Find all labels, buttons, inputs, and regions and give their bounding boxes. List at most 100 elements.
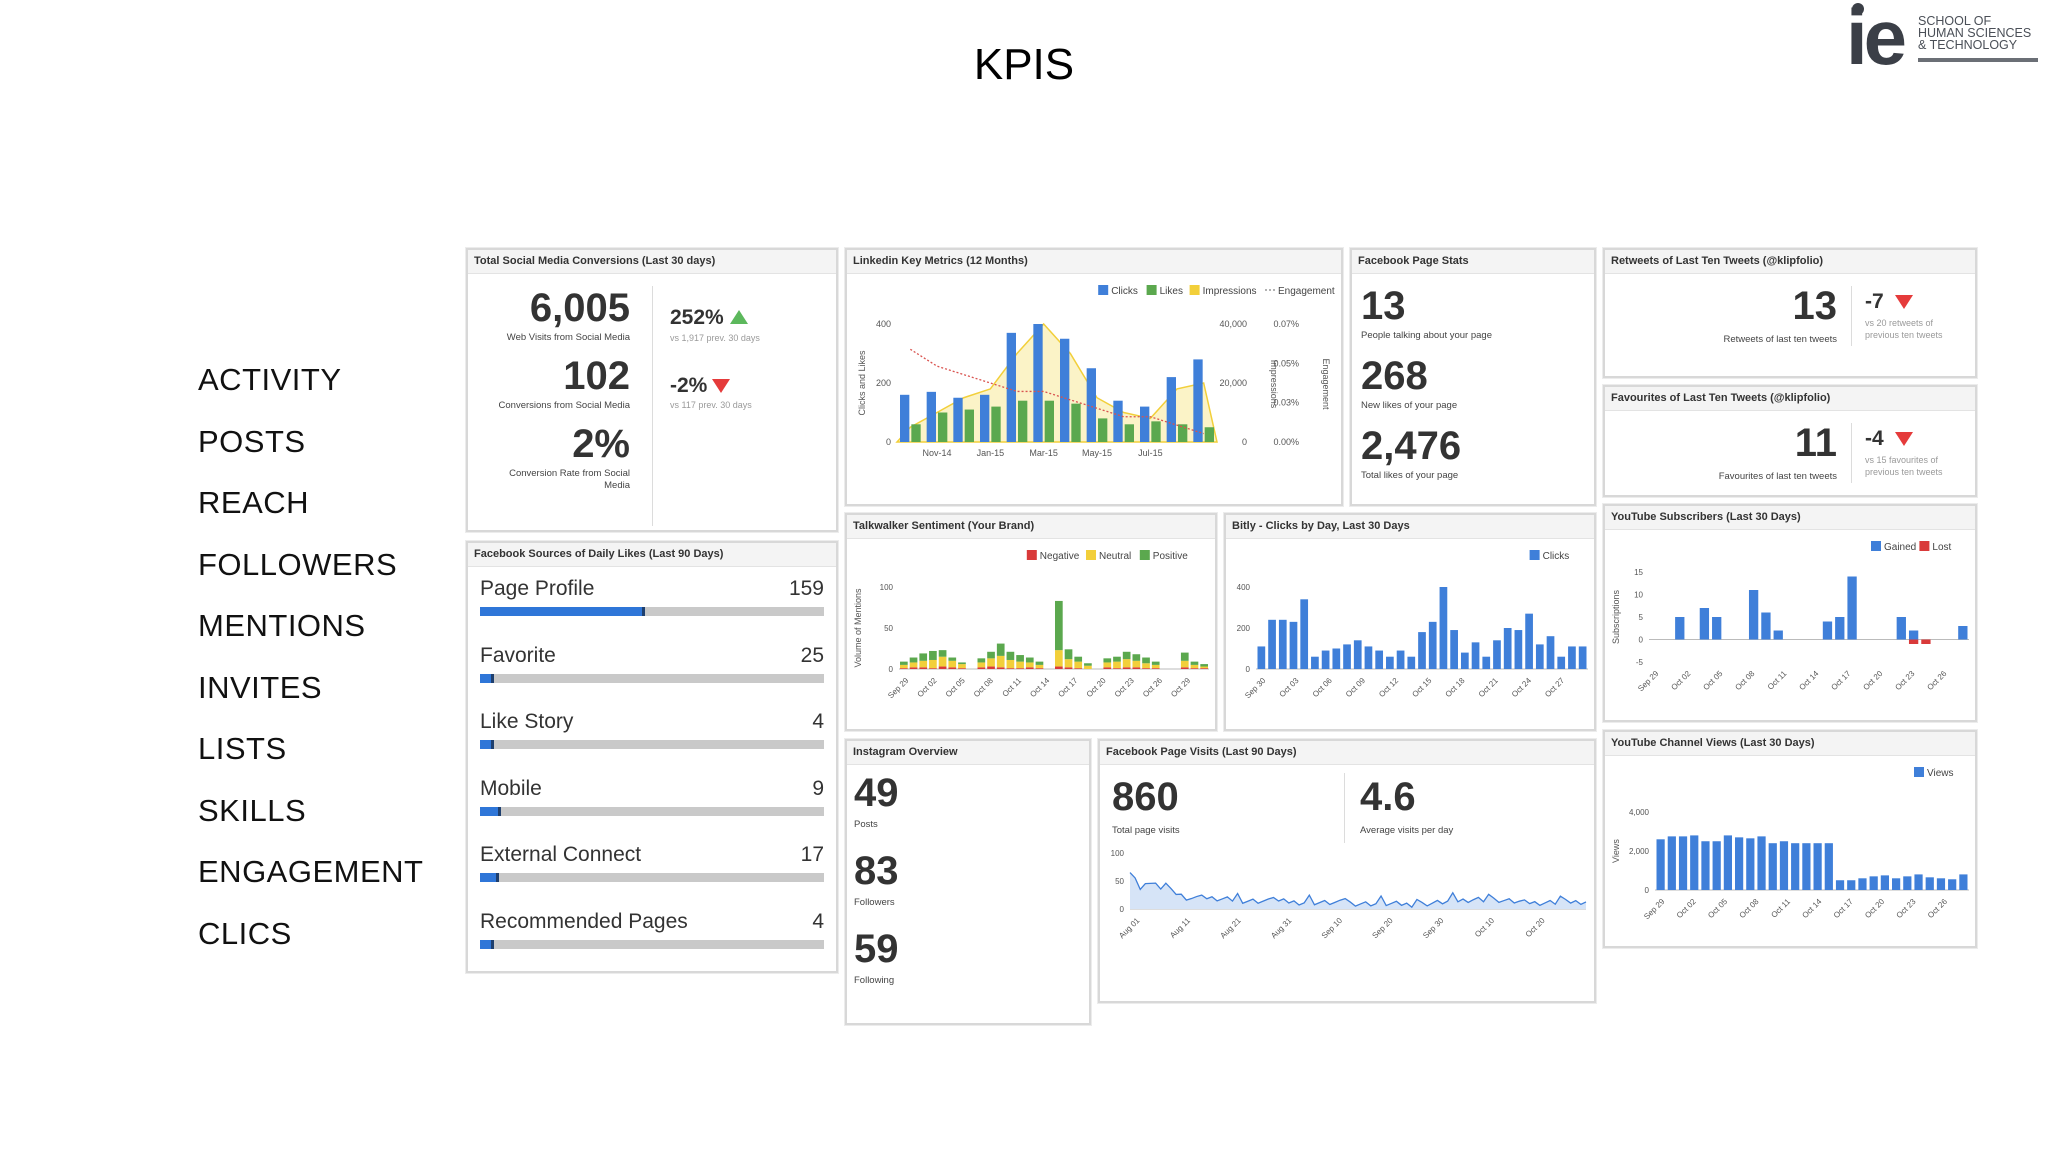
- negative-bar: [1103, 667, 1112, 669]
- legend-label: Negative: [1040, 551, 1080, 562]
- legend-label: Lost: [1932, 542, 1951, 553]
- y-axis-label: Clicks and Likes: [857, 350, 867, 416]
- y-axis-label: Subscriptions: [1611, 589, 1621, 644]
- source-row: Like Story 4: [468, 710, 836, 770]
- views-bar: [1723, 835, 1732, 890]
- negative-bar: [1055, 666, 1063, 669]
- y-tick-label: 15: [1634, 568, 1643, 577]
- menu-item-engagement[interactable]: ENGAGEMENT: [198, 854, 424, 889]
- positive-bar: [900, 661, 908, 665]
- visits-line: [1129, 872, 1587, 909]
- clicks-bar: [1407, 656, 1416, 669]
- likes-bar: [1178, 424, 1188, 442]
- x-tick-label: Jan-15: [977, 448, 1005, 458]
- clicks-bar: [980, 394, 990, 442]
- neutral-bar: [929, 659, 937, 669]
- negative-bar: [1006, 668, 1015, 669]
- linkedin-chart: Engagement Impressions Likes Clicks 400 200 0 C…: [857, 285, 1335, 458]
- gained-bar: [1712, 617, 1722, 640]
- x-tick-label: Sep 29: [886, 676, 911, 701]
- likes-bar: [1018, 400, 1028, 442]
- positive-bar: [1103, 658, 1112, 663]
- logo-dot: [1852, 3, 1864, 15]
- menu-item-invites[interactable]: INVITES: [198, 669, 323, 705]
- menu-item-reach[interactable]: REACH: [198, 485, 310, 520]
- clicks-bar: [1568, 646, 1576, 669]
- x-tick-label: Oct 02: [1675, 897, 1698, 920]
- x-tick-label: Oct 05: [1706, 897, 1729, 920]
- menu-item-posts[interactable]: POSTS: [198, 423, 306, 459]
- negative-bar: [987, 666, 995, 669]
- likes-bar: [1098, 418, 1108, 442]
- x-tick-label: Sep 20: [1370, 916, 1395, 941]
- views-bar: [1791, 843, 1800, 890]
- x-tick-label: Oct 11: [1769, 897, 1792, 920]
- clicks-bar: [1268, 619, 1276, 669]
- source-bar-fill: [480, 806, 501, 816]
- menu-item-skills[interactable]: SKILLS: [198, 792, 307, 828]
- clicks-bar: [1289, 621, 1298, 669]
- engagement-line: [909, 348, 1204, 435]
- views-bar: [1914, 874, 1923, 890]
- positive-bar: [1142, 657, 1150, 664]
- kpi-menu: ACTIVITY POSTS REACH FOLLOWERS MENTIONS …: [198, 360, 423, 975]
- clicks-bar: [1321, 650, 1330, 669]
- menu-item-mentions[interactable]: MENTIONS: [198, 608, 366, 643]
- negative-bar: [1035, 668, 1044, 669]
- source-bar-fill: [480, 740, 494, 749]
- y2-axis-label: Impressions: [1269, 360, 1279, 409]
- x-tick-label: Oct 14: [1800, 897, 1823, 920]
- source-row: Favorite 25: [468, 644, 836, 704]
- legend-label: Neutral: [1099, 551, 1131, 562]
- source-bar-fill: [480, 873, 499, 882]
- x-tick-label: Oct 21: [1477, 676, 1500, 699]
- menu-item-followers[interactable]: FOLLOWERS: [198, 546, 398, 582]
- negative-bar: [1025, 667, 1034, 669]
- views-bar: [1959, 874, 1968, 890]
- favourites-prev: vs 15 favourites of previous ten tweets: [1865, 455, 1943, 477]
- y3-tick-label: 0.03%: [1273, 398, 1299, 408]
- neutral-bar: [1180, 660, 1189, 668]
- x-tick-label: Oct 17: [1829, 669, 1852, 692]
- likes-bar: [1071, 403, 1081, 442]
- favourites-change: -4: [1865, 427, 1884, 450]
- positive-bar: [1200, 664, 1208, 667]
- positive-bar: [996, 643, 1005, 656]
- panel-title: Instagram Overview: [847, 741, 1089, 765]
- negative-bar: [1180, 667, 1189, 669]
- instagram-panel: Instagram Overview 49 Posts 83 Followers…: [845, 739, 1091, 1025]
- source-value: 25: [800, 643, 824, 667]
- x-tick-label: Oct 11: [1001, 676, 1024, 699]
- negative-bar: [1113, 668, 1121, 669]
- neutral-bar: [1151, 664, 1160, 669]
- menu-item-lists[interactable]: LISTS: [198, 731, 287, 766]
- x-tick-label: Oct 23: [1895, 897, 1918, 920]
- source-label: Like Story: [480, 710, 574, 733]
- negative-bar: [996, 667, 1005, 669]
- x-tick-label: Oct 20: [1863, 897, 1886, 920]
- total-visits-value: 860: [1112, 775, 1179, 819]
- source-row: Recommended Pages 4: [468, 910, 836, 970]
- visits-area: [1130, 872, 1586, 909]
- gained-bar: [1908, 630, 1919, 640]
- x-tick-label: Oct 20: [1085, 676, 1108, 699]
- y-tick-label: 0: [886, 437, 891, 447]
- views-bar: [1667, 836, 1676, 890]
- legend-swatch: [1919, 541, 1930, 551]
- x-tick-label: Oct 24: [1510, 676, 1533, 699]
- x-tick-label: Oct 14: [1797, 669, 1820, 692]
- source-value: 17: [800, 843, 824, 866]
- source-bar-track: [480, 873, 824, 882]
- stat-label: People talking about your page: [1361, 330, 1492, 341]
- favourites-value: 11: [1794, 421, 1837, 465]
- source-value: 159: [788, 577, 824, 600]
- rate-label: Conversion Rate from Social Media: [509, 468, 630, 491]
- gained-bar: [1773, 630, 1783, 640]
- x-tick-label: Aug 01: [1117, 916, 1142, 941]
- positive-bar: [1074, 656, 1083, 662]
- menu-item-activity[interactable]: ACTIVITY: [198, 362, 342, 397]
- neutral-bar: [1190, 664, 1199, 669]
- menu-item-clics[interactable]: CLICS: [198, 915, 292, 951]
- legend-label: Likes: [1160, 286, 1183, 297]
- negative-bar: [938, 666, 947, 669]
